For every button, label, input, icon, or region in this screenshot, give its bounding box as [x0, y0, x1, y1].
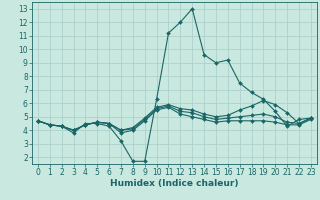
- X-axis label: Humidex (Indice chaleur): Humidex (Indice chaleur): [110, 179, 239, 188]
